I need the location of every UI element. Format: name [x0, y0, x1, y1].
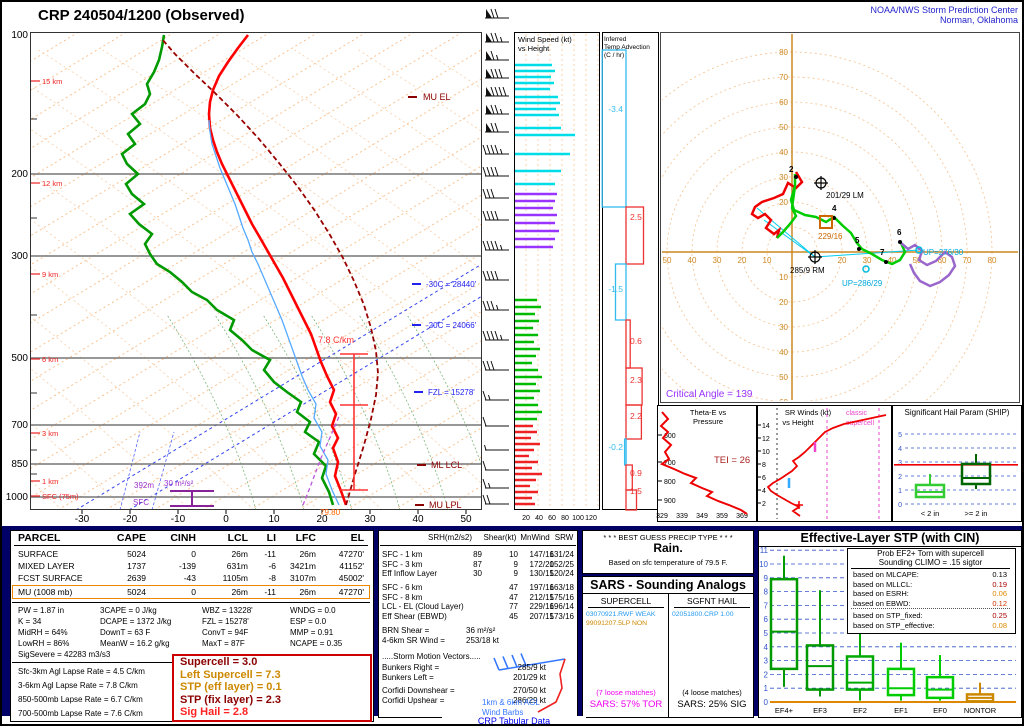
wind-barb — [482, 144, 509, 155]
agency-line-1: NOAA/NWS Storm Prediction Center — [870, 5, 1018, 15]
stp-panel — [758, 530, 1022, 718]
wind-barb — [482, 494, 509, 505]
temp-advection-panel — [602, 32, 659, 510]
pressure-tick: 200 — [11, 169, 28, 180]
wind-barb — [482, 210, 509, 221]
wind-barb — [482, 166, 509, 177]
wind-barb — [485, 86, 509, 97]
wind-barb — [482, 390, 509, 401]
wind-barb — [482, 188, 509, 199]
wind-x-tick: 20 — [522, 515, 530, 522]
wind-barb — [482, 300, 509, 311]
tabular-data-link[interactable]: CRP Tabular Data — [442, 716, 586, 724]
temp-tick: 50 — [460, 514, 472, 525]
wind-barb — [482, 478, 509, 489]
skewt-panel — [30, 32, 482, 510]
wind-x-tick: 100 — [572, 515, 584, 522]
wind-barb — [482, 416, 509, 427]
wind-x-tick: 40 — [535, 515, 543, 522]
wind-barb — [482, 330, 509, 341]
wind-barb — [482, 240, 509, 251]
temp-tick: -10 — [171, 514, 186, 525]
pressure-tick: 1000 — [6, 492, 29, 503]
thetae-panel — [657, 405, 757, 522]
agency-line-2: Norman, Oklahoma — [939, 15, 1018, 25]
sars-panel — [582, 576, 754, 718]
wind-barb — [485, 122, 509, 133]
pressure-tick: 100 — [11, 30, 28, 41]
temp-tick: -30 — [75, 514, 90, 525]
sr-winds-panel — [757, 405, 892, 522]
wind-barb — [482, 270, 509, 281]
wind-barb — [485, 32, 509, 43]
pressure-tick: 700 — [11, 420, 28, 431]
hodograph-panel — [660, 32, 1020, 403]
wind-speed-panel — [514, 32, 600, 510]
kinematics-panel — [378, 530, 578, 718]
temp-tick: 20 — [316, 514, 328, 525]
temp-tick: -20 — [123, 514, 138, 525]
pressure-tick: 500 — [11, 353, 28, 364]
ship-panel — [892, 405, 1022, 522]
pressure-tick: 850 — [11, 459, 28, 470]
wind-barb — [482, 360, 509, 371]
wind-barb — [485, 8, 509, 19]
wind-barb — [485, 104, 509, 115]
temp-tick: 0 — [223, 514, 229, 525]
wind-x-tick: 120 — [585, 515, 597, 522]
wind-barb — [485, 50, 509, 61]
wind-barb — [482, 460, 509, 471]
wind-barb — [484, 444, 509, 451]
parcel-panel — [10, 530, 374, 722]
temp-tick: 10 — [268, 514, 280, 525]
pressure-tick: 300 — [11, 251, 28, 262]
precip-type-panel — [582, 530, 754, 574]
wind-barb — [485, 68, 509, 79]
temp-tick: 40 — [412, 514, 424, 525]
wind-x-tick: 80 — [561, 515, 569, 522]
temp-tick: 30 — [364, 514, 376, 525]
wind-x-tick: 60 — [548, 515, 556, 522]
page-title: CRP 240504/1200 (Observed) — [38, 7, 245, 24]
